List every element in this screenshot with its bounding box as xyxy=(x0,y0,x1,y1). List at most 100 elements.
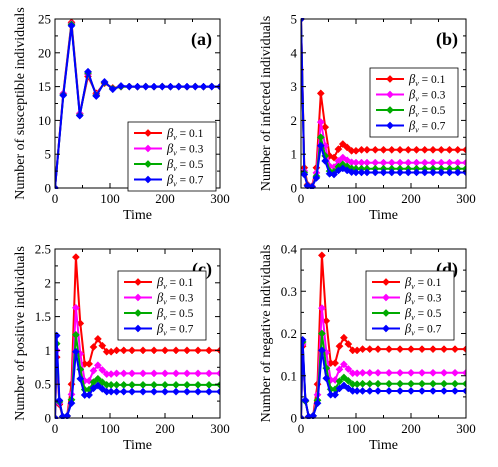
legend-label: βv = 0.3 xyxy=(408,88,446,104)
legend-swatch-marker xyxy=(386,90,394,99)
series-3-point xyxy=(374,387,382,395)
series-0-point xyxy=(112,346,121,355)
x-tick-label: 200 xyxy=(401,421,421,436)
series-3-point xyxy=(418,387,426,395)
series-3-point xyxy=(440,387,448,395)
legend-label: βv = 0.5 xyxy=(166,157,204,173)
series-3-point xyxy=(352,168,360,177)
legend-label: βv = 0.3 xyxy=(166,142,204,158)
series-0-point xyxy=(358,345,367,354)
series-1-point xyxy=(407,368,415,377)
series-3-point xyxy=(166,82,175,91)
legend-label: βv = 0.3 xyxy=(404,291,442,307)
legend-swatch-marker xyxy=(144,144,152,153)
series-3-point xyxy=(67,21,76,30)
series-0-point xyxy=(404,145,413,154)
series-0-point xyxy=(462,145,466,154)
series-3-point xyxy=(205,387,213,396)
legend-swatch-marker xyxy=(134,278,142,286)
series-2-point xyxy=(317,329,326,338)
series-3-point xyxy=(412,168,421,177)
series-2-point xyxy=(358,379,367,388)
series-3-point xyxy=(396,387,404,395)
legend-swatch-marker xyxy=(382,309,390,317)
series-3-point xyxy=(445,168,454,177)
series-3-point xyxy=(437,168,446,177)
series-3-point xyxy=(309,411,318,419)
series-1-point xyxy=(451,368,459,377)
series-0-point xyxy=(107,347,116,356)
legend-label: βv = 0.5 xyxy=(408,103,446,119)
y-tick-label: 1.5 xyxy=(35,309,51,324)
x-tick-label: 0 xyxy=(298,421,305,436)
x-tick-label: 0 xyxy=(52,191,59,206)
series-0-point xyxy=(357,145,366,154)
series-3-point xyxy=(75,111,84,120)
series-1-point xyxy=(128,369,136,378)
series-3-point xyxy=(76,374,85,383)
x-tick-label: 200 xyxy=(155,421,175,436)
x-tick-label: 300 xyxy=(210,191,230,206)
series-3-point xyxy=(407,387,415,395)
y-axis-label: Number of susceptible individuals xyxy=(13,7,28,199)
y-axis-label: Number of positive individuals xyxy=(13,246,28,421)
series-3-point xyxy=(344,384,353,393)
series-3-point xyxy=(183,82,191,91)
legend-label: βv = 0.1 xyxy=(166,126,204,142)
series-0-point xyxy=(205,346,213,355)
series-3-point xyxy=(312,173,321,182)
series-3-point xyxy=(63,412,72,419)
legend-swatch-marker xyxy=(134,293,142,302)
legend: βv = 0.1βv = 0.3βv = 0.5βv = 0.7 xyxy=(127,121,217,192)
legend-label: βv = 0.7 xyxy=(156,322,194,338)
series-0-point xyxy=(98,341,107,350)
series-3-point xyxy=(112,387,121,396)
panel-d: 0 100 200 300 0 0.1 0.2 0.3 0.4 Time Number of neg… xyxy=(259,242,476,454)
series-3-point xyxy=(183,387,191,396)
series-2-point xyxy=(440,379,448,388)
y-tick-label: 0.2 xyxy=(281,326,297,341)
series-2-point xyxy=(339,373,348,382)
y-tick-label: 2 xyxy=(291,113,298,128)
x-axis-label: Time xyxy=(123,438,152,453)
series-1-point xyxy=(139,369,147,378)
y-axis-label: Number of negative individuals xyxy=(259,245,274,423)
series-3-point xyxy=(139,387,147,396)
series-3-point xyxy=(385,387,393,395)
legend-swatch-marker xyxy=(134,324,142,333)
series-0-point xyxy=(451,345,459,354)
series-3-point xyxy=(331,390,340,399)
x-tick-label: 100 xyxy=(346,421,366,436)
series-3-point xyxy=(365,387,374,395)
series-1-point xyxy=(429,368,437,377)
legend: βv = 0.1βv = 0.3βv = 0.5βv = 0.7 xyxy=(369,67,459,138)
series-3-point xyxy=(207,82,216,91)
y-tick-label: 2.5 xyxy=(35,242,51,257)
series-0-point xyxy=(396,345,404,354)
series-2-point xyxy=(128,380,136,389)
series-3-point xyxy=(158,82,167,91)
series-3-point xyxy=(357,168,366,177)
series-2-point xyxy=(172,380,180,389)
y-tick-label: 0.4 xyxy=(281,242,298,257)
series-3-point xyxy=(429,168,437,177)
series-0-point xyxy=(387,145,396,154)
series-1-point xyxy=(374,368,382,377)
legend-swatch-marker xyxy=(386,121,394,130)
series-group xyxy=(55,18,220,189)
y-tick-label: 0.5 xyxy=(35,377,51,392)
series-3-point xyxy=(396,168,404,177)
panel-c: 0 100 200 300 0 0.5 1 1.5 2 2.5 Time Number of posi… xyxy=(13,242,230,454)
legend-swatch-marker xyxy=(144,129,152,137)
series-3-point xyxy=(128,387,136,396)
series-3-point xyxy=(353,387,362,395)
series-0-point xyxy=(429,345,437,354)
legend-swatch-marker xyxy=(144,160,152,168)
x-axis-label: Time xyxy=(123,208,152,223)
series-1-point xyxy=(98,366,107,374)
series-2-point xyxy=(451,379,459,388)
series-1-point xyxy=(418,368,426,377)
series-3-point xyxy=(174,82,183,91)
legend-swatch-marker xyxy=(386,75,394,83)
legend-label: βv = 0.1 xyxy=(404,275,442,291)
